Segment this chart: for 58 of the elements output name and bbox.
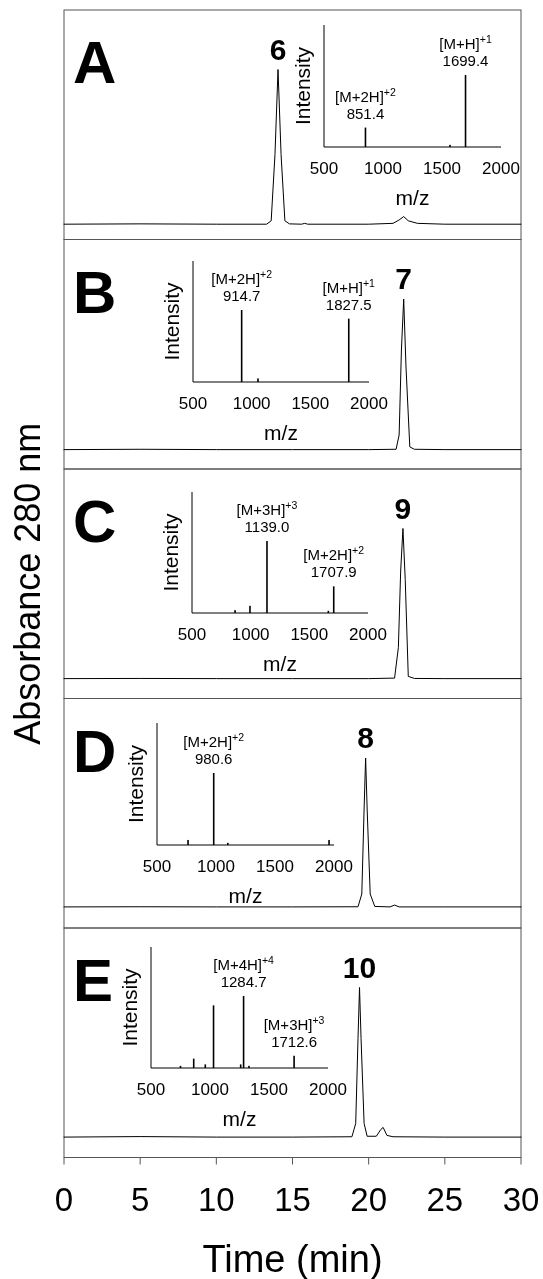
x-tick-label: 500 xyxy=(178,394,208,413)
x-tick-label: 1000 xyxy=(364,159,402,178)
x-tick-label: 500 xyxy=(309,159,339,178)
y-axis-title: Intensity xyxy=(291,46,314,126)
annotation: [M+H]$^{+1}$ 1699.4 xyxy=(439,33,492,69)
annotation: [M+3H]$^{+3}$ 1712.6 xyxy=(263,1013,325,1050)
x-axis-title: Time (min) xyxy=(202,1237,383,1279)
y-axis-title: Intensity xyxy=(160,281,183,361)
annotation: [M+2H]$^{+2}$ 914.7 xyxy=(211,268,273,304)
x-tick-label: 15 xyxy=(274,1180,311,1218)
x-tick-label: 2000 xyxy=(315,857,353,876)
annotation: 8 xyxy=(357,721,374,754)
x-tick-label: 500 xyxy=(142,857,172,876)
x-tick-label: 1500 xyxy=(423,159,461,178)
y-axis-title: Intensity xyxy=(124,744,147,824)
x-tick-label: 1500 xyxy=(291,394,330,413)
x-tick-label: 1500 xyxy=(250,1080,288,1099)
x-tick-label: 0 xyxy=(54,1180,74,1218)
x-tick-label: 1000 xyxy=(232,394,271,413)
annotation: [M+3H]$^{+3}$ 1139.0 xyxy=(236,499,298,535)
x-tick-label: 25 xyxy=(426,1180,464,1218)
x-tick-label: 2000 xyxy=(309,1080,347,1099)
annotation: D xyxy=(73,717,117,785)
annotation: [M+4H]$^{+4}$ 1284.7 xyxy=(213,954,275,990)
x-tick-label: 500 xyxy=(177,625,207,644)
x-tick-label: 30 xyxy=(502,1180,540,1218)
x-axis-title: m/z xyxy=(222,1107,257,1130)
x-tick-label: 500 xyxy=(136,1080,166,1099)
annotation: [M+2H]$^{+2}$ 851.4 xyxy=(335,85,396,122)
annotation: [M+2H]$^{+2}$ 1707.9 xyxy=(303,544,365,581)
x-axis-title: m/z xyxy=(263,652,297,675)
x-tick-label: 1000 xyxy=(191,1080,229,1099)
x-tick-label: 2000 xyxy=(350,394,388,413)
y-axis-title: Intensity xyxy=(118,967,141,1047)
x-tick-label: 1000 xyxy=(231,625,270,644)
x-tick-label: 2000 xyxy=(482,159,520,178)
annotation: 10 xyxy=(342,950,377,984)
annotation: A xyxy=(73,29,117,96)
annotation: [M+H]$^{+1}$ 1827.5 xyxy=(322,276,376,313)
annotation: 9 xyxy=(394,491,412,525)
x-axis-title: m/z xyxy=(395,186,430,209)
x-axis-title: m/z xyxy=(228,884,263,907)
y-axis-title: Absorbance 280 nm xyxy=(7,422,48,745)
annotation: 7 xyxy=(395,262,413,295)
x-tick-label: 1500 xyxy=(290,625,329,644)
annotation: E xyxy=(73,947,114,1014)
x-tick-label: 10 xyxy=(197,1180,235,1218)
annotation: 6 xyxy=(269,32,287,66)
y-axis-title: Intensity xyxy=(159,512,182,592)
x-tick-label: 1500 xyxy=(256,857,294,876)
annotation: [M+2H]$^{+2}$ 980.6 xyxy=(183,731,245,767)
x-tick-label: 5 xyxy=(130,1180,150,1218)
annotation: B xyxy=(73,258,117,326)
x-tick-label: 1000 xyxy=(197,857,235,876)
x-tick-label: 20 xyxy=(350,1180,388,1218)
x-axis-title: m/z xyxy=(264,421,298,444)
x-tick-label: 2000 xyxy=(349,625,387,644)
annotation: C xyxy=(73,488,117,555)
